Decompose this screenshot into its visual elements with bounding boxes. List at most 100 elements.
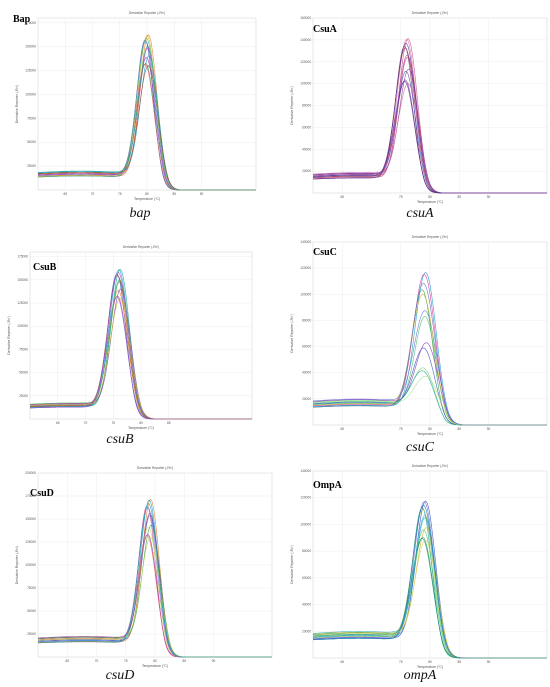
x-tick-label: 65	[56, 421, 60, 425]
y-axis-label: Derivative Reporter (-Rn')	[7, 316, 11, 355]
chart-header: Derivative Reporter (-Rn')	[123, 245, 159, 249]
y-tick-label: 25000	[19, 394, 28, 398]
caption-csua: csuA	[406, 206, 434, 221]
y-tick-label: 20000	[302, 397, 311, 401]
chart-csud: 65 70 75 80 85 90 25000 50000 75000 100000 125000 1…	[15, 466, 273, 668]
y-tick-label: 75000	[19, 347, 28, 351]
y-tick-label: 120000	[300, 496, 311, 500]
x-tick-label: 80	[428, 660, 432, 664]
y-tick-label: 175000	[17, 255, 28, 259]
x-tick-label: 65	[340, 427, 344, 431]
panel-label: CsuD	[30, 488, 54, 499]
y-tick-label: 40000	[302, 603, 311, 607]
x-tick-label: 75	[111, 421, 115, 425]
x-tick-label: 75	[399, 195, 403, 199]
x-tick-label: 80	[153, 659, 157, 663]
x-tick-label: 85	[167, 421, 171, 425]
x-tick-label: 75	[399, 427, 403, 431]
x-tick-label: 90	[212, 659, 216, 663]
chart-header: Derivative Reporter (-Rn')	[412, 11, 448, 15]
y-tick-label: 150000	[25, 517, 36, 521]
x-tick-label: 90	[200, 192, 204, 196]
x-tick-label: 85	[457, 427, 461, 431]
y-tick-label: 60000	[302, 576, 311, 580]
x-tick-label: 90	[487, 427, 491, 431]
x-axis-label: Temperature (°C)	[417, 432, 443, 436]
melt-curve	[312, 43, 547, 194]
caption-ompa: ompA	[403, 668, 437, 683]
y-tick-label: 60000	[302, 125, 311, 129]
y-axis-label: Derivative Reporter (-Rn')	[290, 545, 294, 584]
panel-label: CsuB	[33, 262, 57, 273]
caption-bap: bap	[129, 206, 151, 221]
chart-header: Derivative Reporter (-Rn')	[412, 464, 448, 468]
melt-curve	[37, 503, 272, 658]
y-tick-label: 40000	[302, 147, 311, 151]
melt-curve	[312, 505, 547, 659]
y-tick-label: 40000	[302, 371, 311, 375]
melt-curve	[37, 38, 256, 191]
x-tick-label: 80	[428, 195, 432, 199]
panel-label: OmpA	[313, 480, 343, 491]
chart-csub: 65 70 75 80 85 25000 50000 75000 100000 125000 150…	[7, 245, 253, 430]
y-tick-label: 150000	[25, 45, 36, 49]
x-tick-label: 85	[182, 659, 186, 663]
panel-label: CsuA	[313, 24, 338, 35]
x-tick-label: 80	[428, 427, 432, 431]
caption-csub: csuB	[106, 432, 134, 447]
y-tick-label: 125000	[25, 540, 36, 544]
x-tick-label: 65	[340, 195, 344, 199]
y-tick-label: 120000	[300, 60, 311, 64]
chart-bap: 65 70 75 80 85 90 25000 50000 75000 100000 125000 1…	[13, 11, 257, 201]
y-tick-label: 100000	[25, 92, 36, 96]
x-tick-label: 75	[399, 660, 403, 664]
x-tick-label: 75	[124, 659, 128, 663]
panel-label: Bap	[13, 14, 31, 25]
y-tick-label: 140000	[300, 38, 311, 42]
caption-csud: csuD	[105, 668, 135, 683]
y-tick-label: 100000	[300, 292, 311, 296]
panel-csuc: 65 75 80 85 90 20000 40000 60000 80000 100000 1200…	[275, 229, 550, 458]
x-axis-label: Temperature (°C)	[417, 200, 443, 204]
x-axis-label: Temperature (°C)	[142, 664, 168, 668]
x-axis-label: Temperature (°C)	[134, 197, 160, 201]
y-tick-label: 175000	[25, 21, 36, 25]
x-axis-label: Temperature (°C)	[128, 426, 154, 430]
y-tick-label: 80000	[302, 549, 311, 553]
x-tick-label: 65	[63, 192, 67, 196]
chart-header: Derivative Reporter (-Rn')	[412, 235, 448, 239]
y-axis-label: Derivative Reporter (-Rn')	[15, 546, 19, 585]
chart-csuc: 65 75 80 85 90 20000 40000 60000 80000 100000 1200…	[290, 235, 548, 436]
x-tick-label: 70	[84, 421, 88, 425]
y-tick-label: 25000	[27, 632, 36, 636]
y-tick-label: 20000	[302, 629, 311, 633]
melt-curve	[312, 283, 547, 426]
y-tick-label: 75000	[27, 116, 36, 120]
panel-csud: 65 70 75 80 85 90 25000 50000 75000 100000 125000 1…	[0, 458, 275, 687]
chart-ompa: 65 75 80 85 90 20000 40000 60000 80000 100000 1200…	[290, 464, 548, 669]
y-tick-label: 25000	[27, 164, 36, 168]
y-tick-label: 80000	[302, 104, 311, 108]
y-tick-label: 50000	[19, 371, 28, 375]
panel-csub: 65 70 75 80 85 25000 50000 75000 100000 125000 150…	[0, 229, 275, 458]
y-tick-label: 80000	[302, 318, 311, 322]
y-tick-label: 50000	[27, 140, 36, 144]
y-tick-label: 20000	[302, 169, 311, 173]
panel-bap: 65 70 75 80 85 90 25000 50000 75000 100000 125000 1…	[0, 0, 275, 229]
y-tick-label: 50000	[27, 609, 36, 613]
x-tick-label: 80	[139, 421, 143, 425]
x-tick-label: 90	[487, 660, 491, 664]
panel-csua: 65 75 80 85 90 20000 40000 60000 80000 100000 1200…	[275, 0, 550, 229]
y-axis-label: Derivative Reporter (-Rn')	[15, 85, 19, 124]
y-tick-label: 140000	[300, 240, 311, 244]
x-tick-label: 90	[487, 195, 491, 199]
caption-csuc: csuC	[406, 440, 434, 455]
panel-ompa: 65 75 80 85 90 20000 40000 60000 80000 100000 1200…	[275, 458, 550, 687]
y-tick-label: 100000	[300, 82, 311, 86]
y-tick-label: 150000	[17, 278, 28, 282]
panel-label: CsuC	[313, 247, 337, 258]
x-axis-label: Temperature (°C)	[417, 665, 443, 669]
y-tick-label: 200000	[25, 471, 36, 475]
chart-header: Derivative Reporter (-Rn')	[129, 11, 165, 15]
x-tick-label: 70	[91, 192, 95, 196]
